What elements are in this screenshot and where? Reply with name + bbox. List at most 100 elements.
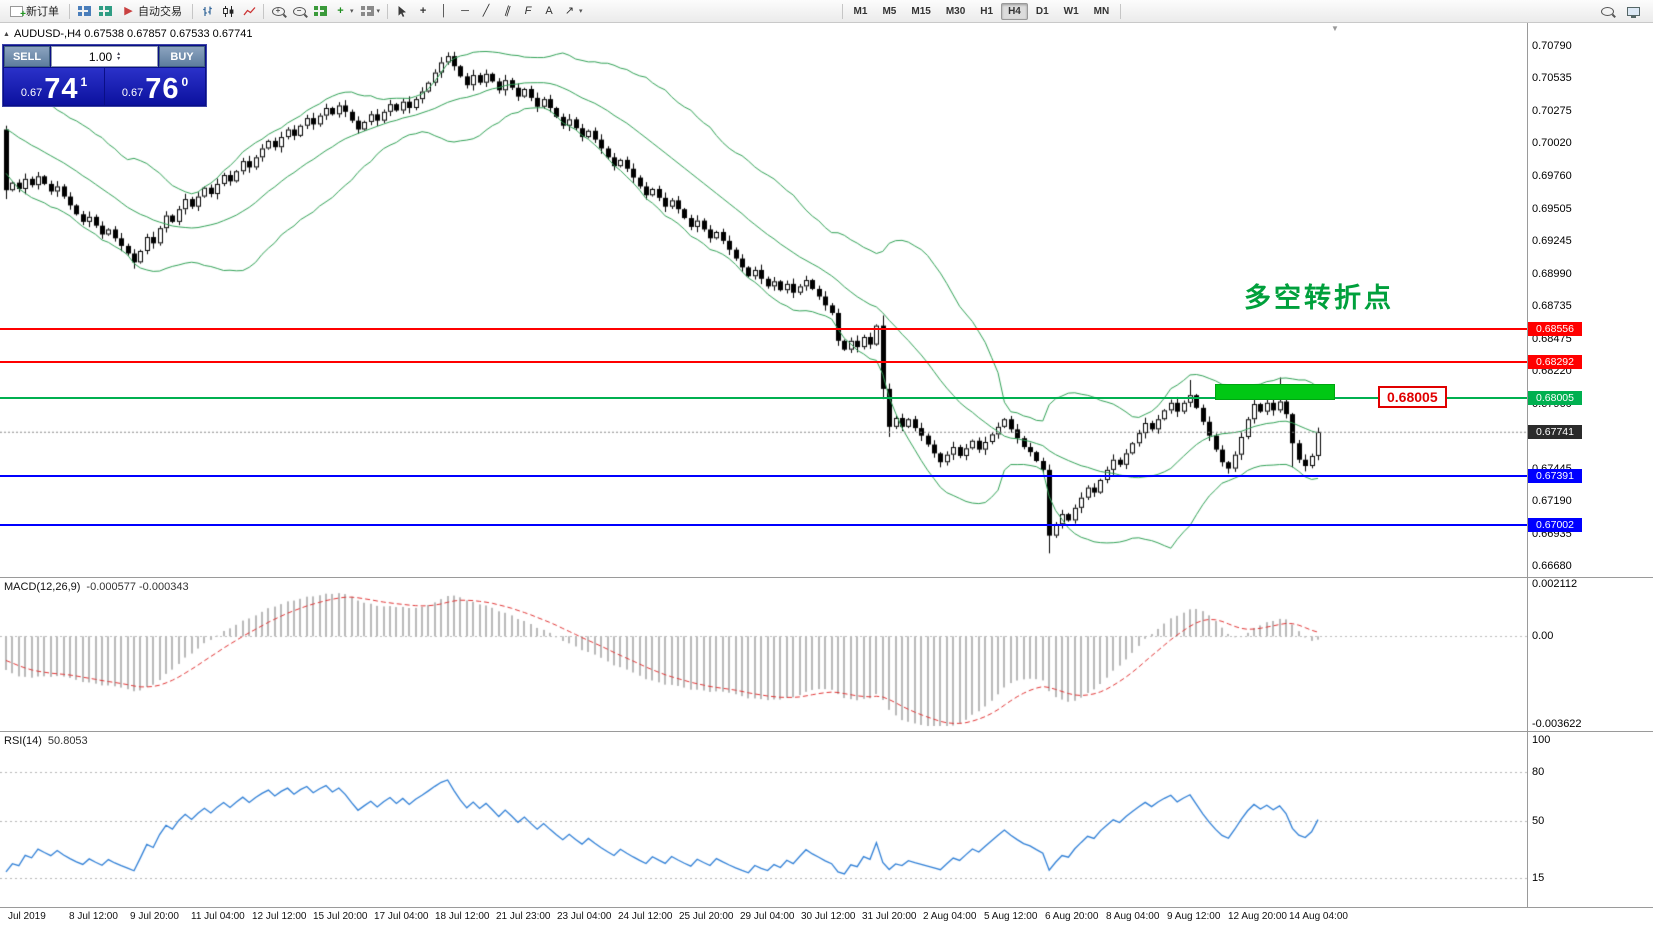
price-tick-label: 0.66680	[1532, 560, 1572, 572]
fibonacci-button[interactable]: F	[518, 2, 538, 21]
text-button[interactable]: A	[539, 2, 559, 21]
toolbar-separator	[841, 3, 843, 19]
collapse-panel-icon[interactable]: ▲	[3, 30, 10, 38]
time-axis-label: 12 Aug 20:00	[1228, 911, 1287, 922]
timeframe-m5[interactable]: M5	[882, 5, 897, 17]
monitor-button[interactable]	[1623, 2, 1643, 21]
price-tick-label: 0.68990	[1532, 267, 1572, 280]
rectangle-object[interactable]	[1215, 383, 1335, 401]
zoom-out-button[interactable]: −	[289, 2, 309, 21]
vertical-line-button[interactable]: │	[434, 2, 454, 21]
rsi-axis-label: 100	[1532, 734, 1551, 746]
price-tick-label: 0.69505	[1532, 202, 1572, 215]
rsi-axis-label: 80	[1532, 766, 1545, 779]
chevron-down-icon: ▾	[579, 8, 583, 15]
indicators-button[interactable]: + ▾	[331, 2, 357, 21]
volume-spinner[interactable]: ▴ ▾	[117, 50, 121, 62]
crosshair-button[interactable]: +	[413, 2, 433, 21]
new-order-icon	[10, 5, 26, 21]
price-tick-label: 0.69760	[1532, 170, 1572, 183]
horizontal-line-object-0.68556[interactable]	[0, 327, 1527, 330]
timeframe-mn[interactable]: MN	[1093, 5, 1110, 17]
time-axis-label: 29 Jul 04:00	[740, 911, 795, 922]
time-axis-label: 23 Jul 04:00	[557, 911, 612, 922]
panel-separator[interactable]	[0, 731, 1653, 732]
price-level-label-object[interactable]: 0.68005	[1378, 386, 1447, 409]
timeframe-w1[interactable]: W1	[1063, 5, 1079, 17]
horizontal-line-object-0.68005[interactable]	[0, 397, 1527, 400]
buy-price-small: 0.67	[121, 87, 144, 99]
time-axis-label: 12 Jul 12:00	[252, 911, 307, 922]
horizontal-line-button[interactable]: ─	[455, 2, 475, 21]
spinner-up-icon[interactable]: ▴	[117, 50, 121, 57]
horizontal-line-object-0.67391[interactable]	[0, 475, 1527, 478]
tile-windows-icon	[313, 6, 327, 16]
search-button[interactable]	[1597, 2, 1617, 21]
toolbar-group-chart-types	[197, 2, 259, 21]
timeframe-m30[interactable]: M30	[945, 5, 966, 17]
time-axis-label: 31 Jul 20:00	[862, 911, 917, 922]
cursor-button[interactable]	[392, 2, 412, 21]
templates-button[interactable]: ▾	[358, 2, 384, 21]
timeframe-h4[interactable]: H4	[1001, 2, 1028, 20]
channel-button[interactable]: ∥	[497, 2, 517, 21]
buy-button[interactable]: BUY	[159, 46, 205, 67]
profiles-button[interactable]	[95, 2, 115, 21]
text-annotation-object[interactable]: 多空转折点	[1244, 283, 1394, 313]
rsi-axis-label: 15	[1532, 871, 1545, 884]
price-tick-label: 0.67190	[1532, 495, 1572, 508]
channel-icon: ∥	[502, 3, 512, 18]
volume-input[interactable]: 1.00 ▴ ▾	[51, 46, 158, 67]
price-tick-label: 0.69245	[1532, 235, 1572, 248]
price-scale[interactable]: 0.70790 0.70535 0.70275 0.70020 0.69760 0.695…	[1527, 23, 1653, 908]
timeframe-m1[interactable]: M1	[853, 5, 868, 17]
trendline-button[interactable]: ╱	[476, 2, 496, 21]
new-order-button[interactable]: 新订单	[4, 2, 65, 21]
horizontal-line-object-0.67002[interactable]	[0, 524, 1527, 527]
price-tick-label: 0.70790	[1532, 40, 1572, 52]
arrows-button[interactable]: ↗ ▾	[560, 2, 586, 21]
price-line-badge: 0.68556	[1528, 321, 1582, 336]
bid-price-badge: 0.67741	[1528, 424, 1582, 439]
ohlc-bars-icon	[201, 5, 214, 18]
time-axis-label: 2 Aug 04:00	[923, 911, 977, 922]
play-icon: ▶	[124, 4, 133, 17]
toolbar-spacer	[586, 11, 838, 12]
macd-axis-label: 0.00	[1532, 630, 1554, 643]
chart-shift-marker: ▼	[1331, 24, 1339, 33]
panel-separator[interactable]	[0, 577, 1653, 578]
charts-button[interactable]	[74, 2, 94, 21]
candle-chart-type-button[interactable]	[218, 2, 238, 21]
buy-price-sup: 0	[181, 75, 189, 89]
price-line-badge: 0.68005	[1528, 391, 1582, 406]
macd-indicator-label: MACD(12,26,9) -0.000577 -0.000343	[4, 581, 189, 593]
profiles-icon	[98, 6, 112, 16]
arrows-icon: ↗	[564, 4, 575, 17]
toolbar-right-group	[1597, 2, 1643, 21]
timeframe-h1[interactable]: H1	[980, 5, 994, 17]
line-chart-type-button[interactable]	[239, 2, 259, 21]
timeframe-d1[interactable]: D1	[1035, 5, 1049, 17]
buy-price-button[interactable]: 0.67 76 0	[105, 68, 205, 105]
timeframe-m15[interactable]: M15	[911, 5, 931, 17]
line-chart-icon	[242, 5, 256, 18]
chevron-down-icon: ▾	[376, 8, 381, 15]
auto-trading-button[interactable]: ▶ 自动交易	[116, 2, 188, 21]
bar-chart-type-button[interactable]	[197, 2, 217, 21]
price-line-badge: 0.67002	[1528, 518, 1582, 533]
sell-price-button[interactable]: 0.67 74 1	[4, 68, 104, 105]
time-axis-label: 11 Jul 04:00	[191, 911, 245, 922]
trendline-icon: ╱	[482, 4, 490, 17]
horizontal-line-object-0.68292[interactable]	[0, 361, 1527, 364]
price-tick-label: 0.68735	[1532, 300, 1572, 312]
zoom-in-button[interactable]: +	[268, 2, 288, 21]
tile-windows-button[interactable]	[310, 2, 330, 21]
price-line-badge: 0.67391	[1528, 469, 1582, 484]
price-line-badge: 0.68292	[1528, 355, 1582, 370]
toolbar-separator	[263, 3, 264, 19]
time-axis-label: 5 Aug 12:00	[984, 911, 1038, 922]
time-axis[interactable]: Jul 2019 8 Jul 12:00 9 Jul 20:00 11 Jul 04:…	[0, 908, 1653, 930]
sell-button[interactable]: SELL	[4, 46, 50, 67]
spinner-down-icon[interactable]: ▾	[117, 55, 121, 62]
